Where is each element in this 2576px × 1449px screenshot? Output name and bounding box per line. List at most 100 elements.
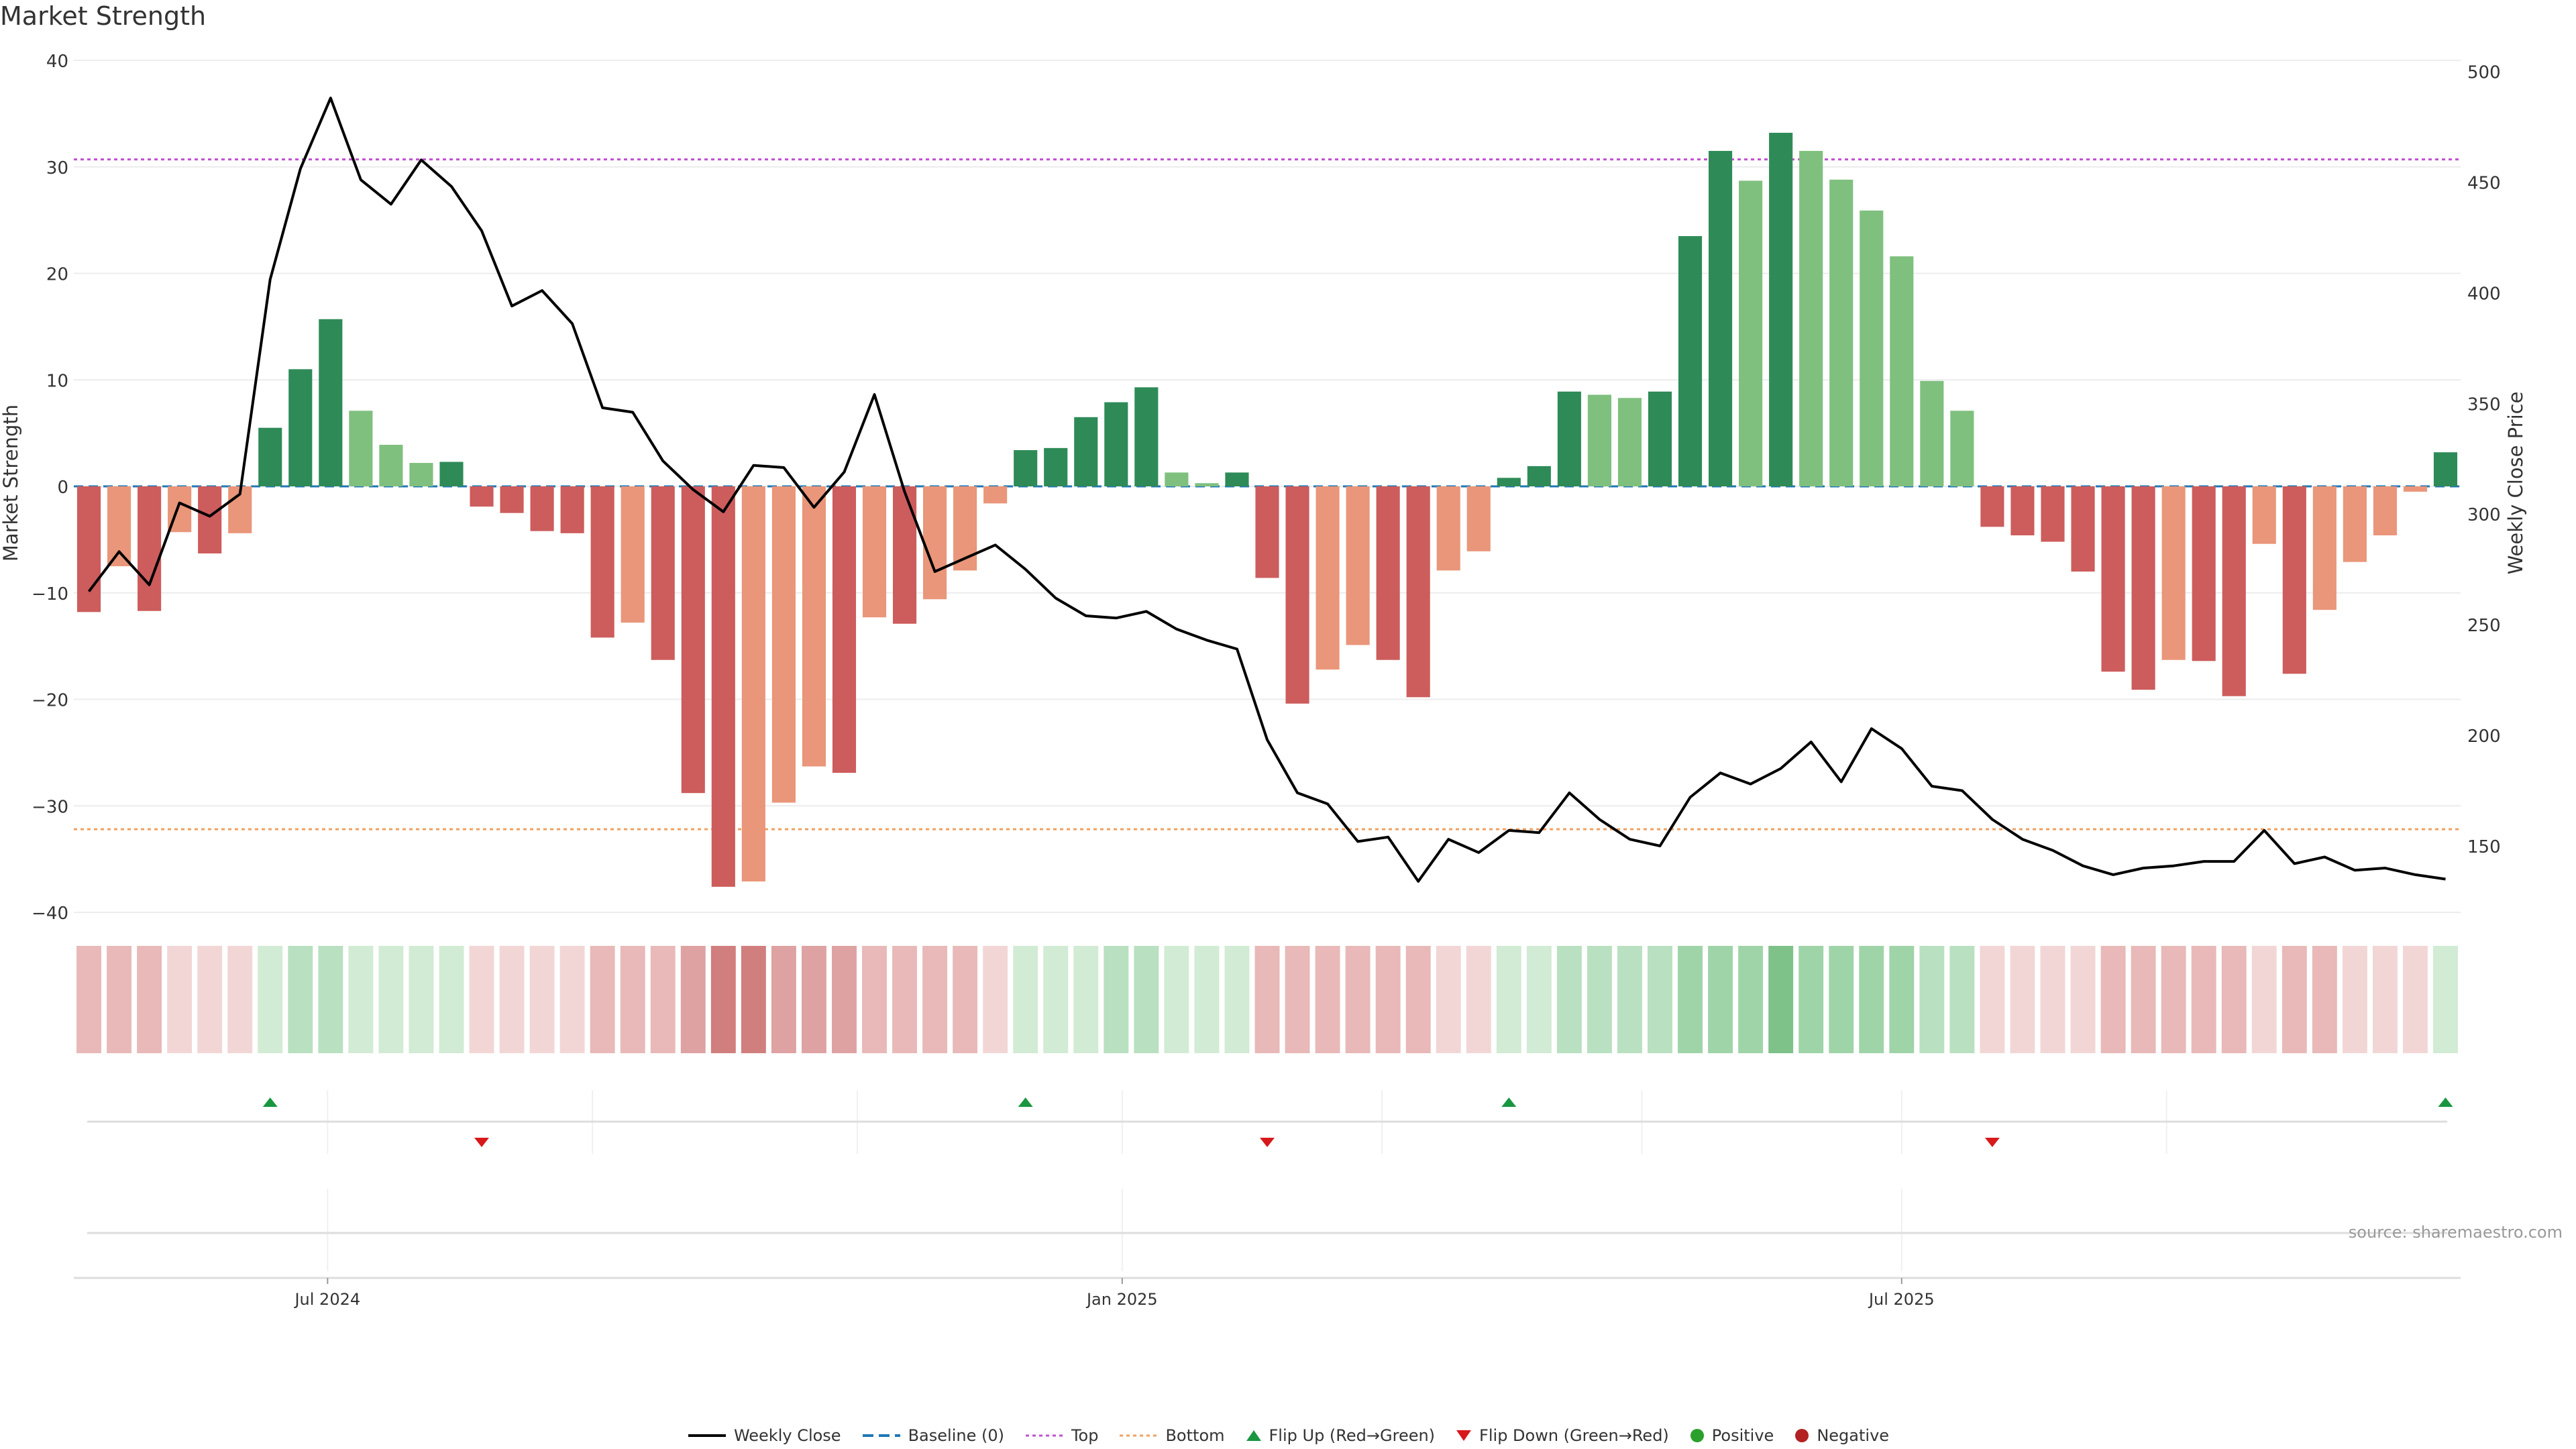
strength-bar [2373, 486, 2397, 536]
strength-bar [2131, 486, 2155, 690]
flip-up-marker [2438, 1097, 2453, 1107]
heatmap-cell [953, 946, 978, 1053]
heatmap-cell [1466, 946, 1491, 1053]
strength-bar [1739, 180, 1763, 486]
strength-bar [1617, 398, 1642, 486]
strength-bar [1255, 486, 1279, 578]
strength-bar [2282, 486, 2306, 674]
y-left-axis-label: Market Strength [0, 405, 22, 561]
strength-bar [530, 486, 554, 531]
heatmap-cell [983, 946, 1008, 1053]
heatmap-cell [2070, 946, 2096, 1053]
strength-bar [1587, 394, 1611, 486]
x-tick-label: Jul 2025 [1868, 1290, 1935, 1309]
heatmap-cell [1375, 946, 1401, 1053]
strength-bar [1497, 478, 1521, 486]
legend-label: Flip Down (Green→Red) [1479, 1426, 1669, 1445]
heatmap-cell [409, 946, 434, 1053]
flip-up-marker [1018, 1097, 1033, 1107]
heatmap-cell [922, 946, 948, 1053]
strength-bar [621, 486, 645, 623]
strength-bar [2343, 486, 2367, 562]
flip-down-marker [1260, 1138, 1275, 1147]
heatmap-cell [832, 946, 857, 1053]
heatmap-cell [1496, 946, 1521, 1053]
strength-bar [1950, 411, 1974, 486]
bottom-dot-line-icon [1118, 1429, 1159, 1442]
heatmap-cell [620, 946, 645, 1053]
heatmap-cell [167, 946, 193, 1053]
strength-bar [741, 486, 765, 881]
y-left-tick-label: 0 [57, 478, 68, 498]
strength-bar [802, 486, 826, 767]
strength-bar [953, 486, 977, 571]
strength-heatmap [76, 946, 2458, 1053]
strength-bar [1195, 483, 1219, 486]
legend-label: Negative [1817, 1426, 1890, 1445]
heatmap-cell [378, 946, 404, 1053]
heatmap-cell [892, 946, 918, 1053]
strength-bar [379, 445, 403, 486]
heatmap-cell [1829, 946, 1854, 1053]
heatmap-cell [1224, 946, 1250, 1053]
legend-item: Flip Up (Red→Green) [1245, 1426, 1435, 1445]
strength-bar [2222, 486, 2246, 696]
heatmap-cell [2100, 946, 2126, 1053]
heatmap-cell [1768, 946, 1794, 1053]
strength-bar [2252, 486, 2276, 544]
strength-bar [1527, 466, 1551, 486]
heatmap-cell [1013, 946, 1038, 1053]
heatmap-cell [529, 946, 555, 1053]
legend-item: Bottom [1118, 1426, 1225, 1445]
heatmap-cell [1073, 946, 1099, 1053]
heatmap-cell [318, 946, 343, 1053]
strength-bar [2403, 486, 2428, 492]
heatmap-cell [1556, 946, 1582, 1053]
chart-title: Market Strength [0, 1, 207, 31]
heatmap-cell [2312, 946, 2337, 1053]
heatmap-cell [2040, 946, 2065, 1053]
heatmap-cell [2191, 946, 2216, 1053]
strength-bar [1074, 417, 1098, 486]
weekly-close-polyline [87, 97, 2446, 883]
strength-bar [1557, 391, 1581, 486]
heatmap-cell [559, 946, 585, 1053]
y-left-tick-label: −30 [32, 797, 68, 817]
heatmap-cell [1315, 946, 1340, 1053]
strength-bar [1466, 486, 1491, 551]
heatmap-cell [1980, 946, 2005, 1053]
strength-bar [1406, 486, 1430, 698]
heatmap-cell [76, 946, 101, 1053]
strength-bar [2161, 486, 2186, 660]
strength-bar [2433, 452, 2458, 486]
negative-dot-icon [1794, 1428, 1810, 1444]
legend-item: Top [1024, 1426, 1098, 1445]
heatmap-cell [2161, 946, 2186, 1053]
y-right-axis-label: Weekly Close Price [2504, 392, 2527, 575]
y-left-tick-label: −40 [32, 904, 68, 924]
strength-bar [1285, 486, 1309, 704]
strength-bar [1709, 150, 1733, 486]
strength-bar [651, 486, 675, 660]
weekly-close-line [87, 97, 2446, 883]
strength-bar [1860, 210, 1884, 486]
strength-bar [923, 486, 947, 600]
heatmap-cell [862, 946, 887, 1053]
strength-bar [1346, 486, 1370, 645]
heatmap-cell [258, 946, 283, 1053]
strength-bar [862, 486, 887, 618]
heatmap-cell [469, 946, 494, 1053]
strength-bar [681, 486, 705, 794]
strength-bar [1436, 486, 1460, 571]
heatmap-cell [1949, 946, 1975, 1053]
strength-bar [2041, 486, 2065, 542]
legend-item: Flip Down (Green→Red) [1455, 1426, 1669, 1445]
y-right-tick-label: 250 [2467, 616, 2501, 636]
heatmap-cell [710, 946, 736, 1053]
heatmap-cell [137, 946, 162, 1053]
strength-bar [107, 486, 131, 567]
strength-bar [560, 486, 584, 533]
heatmap-cell [288, 946, 313, 1053]
flip-up-marker [1501, 1097, 1517, 1107]
